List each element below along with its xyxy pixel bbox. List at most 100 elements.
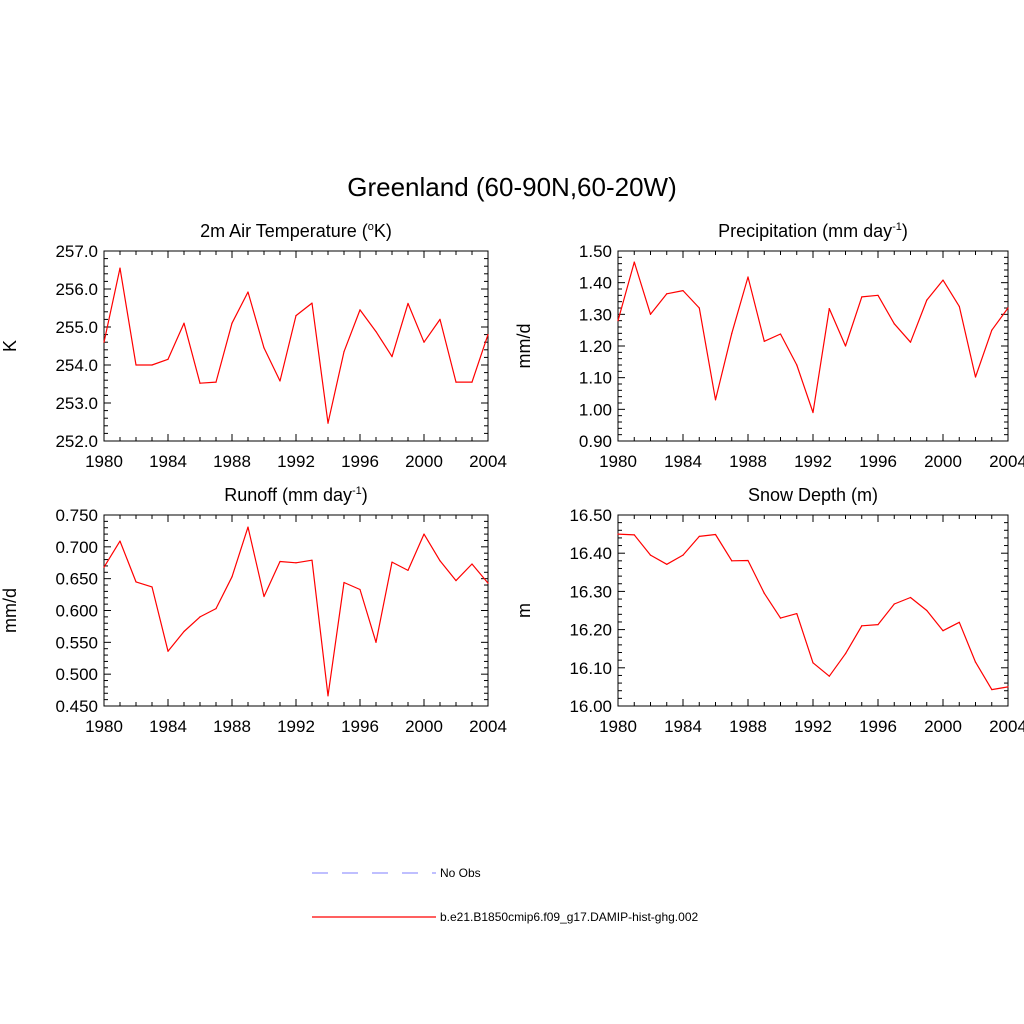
data-point <box>666 293 668 295</box>
data-point <box>893 323 895 325</box>
data-point <box>909 341 912 343</box>
data-point <box>991 329 993 331</box>
data-point <box>1007 307 1009 309</box>
data-point <box>487 334 489 336</box>
data-point <box>295 562 297 564</box>
data-point <box>391 561 393 563</box>
data-point <box>167 650 169 652</box>
y-tick-label: 16.50 <box>569 506 612 525</box>
y-tick-label: 255.0 <box>55 318 98 337</box>
legend: No Obs b.e21.B1850cmip6.f09_g17.DAMIP-his… <box>312 866 698 924</box>
x-tick-label: 1988 <box>729 717 767 736</box>
data-point <box>747 276 749 278</box>
data-point <box>263 595 265 598</box>
x-tick-label: 1996 <box>341 452 379 471</box>
panel-runoff: 1980 1984 1988 1992 1996 2000 2004 0.450 0.500 0.… <box>0 485 507 736</box>
y-tick-label: 0.750 <box>55 506 98 525</box>
data-point <box>958 621 960 623</box>
panel-title: Runoff (mm day-1) <box>224 485 368 505</box>
data-point <box>375 330 377 333</box>
y-axis-label: mm/d <box>514 324 534 369</box>
y-tick-label: 0.500 <box>55 665 98 684</box>
y-axis-label: K <box>0 340 20 352</box>
x-tick-label: 1988 <box>213 452 251 471</box>
y-tick-label: 0.90 <box>579 432 612 451</box>
data-point <box>926 299 928 301</box>
data-point <box>877 624 879 626</box>
y-tick-label: 0.650 <box>55 570 98 589</box>
x-tick-label: 1996 <box>859 717 897 736</box>
series-line <box>617 533 1009 691</box>
data-point <box>731 332 733 334</box>
data-point <box>135 581 137 583</box>
y-tick-label: 0.700 <box>55 538 98 557</box>
data-point <box>439 560 441 562</box>
figure-title: Greenland (60-90N,60-20W) <box>347 172 677 202</box>
x-tick-label: 2004 <box>469 452 507 471</box>
x-tick-label: 2000 <box>924 452 962 471</box>
y-tick-label: 16.10 <box>569 659 612 678</box>
y-tick-label: 1.20 <box>579 337 612 356</box>
panel-title: Precipitation (mm day-1) <box>718 221 908 241</box>
y-tick-label: 254.0 <box>55 356 98 375</box>
data-point <box>231 322 233 324</box>
data-point <box>666 563 668 565</box>
series-line <box>617 261 1009 414</box>
data-point <box>359 309 361 311</box>
data-point <box>796 612 798 615</box>
x-tick-label: 1984 <box>664 452 702 471</box>
x-tick-label: 1996 <box>859 452 897 471</box>
y-tick-label: 253.0 <box>55 394 98 413</box>
y-tick-label: 16.30 <box>569 582 612 601</box>
data-point <box>151 364 153 366</box>
data-point <box>135 364 137 366</box>
x-tick-label: 1980 <box>599 717 637 736</box>
series-line <box>103 526 489 697</box>
data-point <box>167 358 169 360</box>
x-tick-label: 1988 <box>729 452 767 471</box>
data-point <box>861 296 863 298</box>
data-point <box>958 305 960 308</box>
x-tick-label: 1984 <box>664 717 702 736</box>
data-point <box>877 294 879 296</box>
data-point <box>407 569 409 571</box>
y-tick-label: 1.50 <box>579 242 612 261</box>
data-point <box>1007 686 1009 688</box>
x-tick-label: 2004 <box>989 452 1024 471</box>
x-tick-label: 2000 <box>405 452 443 471</box>
data-point <box>343 581 345 584</box>
plot-frame <box>103 250 489 442</box>
x-tick-label: 1984 <box>149 717 187 736</box>
panel-air-temperature: 1980 1984 1988 1992 1996 2000 2004 252.0 253.0 25… <box>0 221 507 471</box>
data-point <box>327 422 329 424</box>
data-point <box>682 289 684 292</box>
data-point <box>215 607 217 610</box>
x-tick-label: 1980 <box>85 717 123 736</box>
data-point <box>439 318 441 320</box>
data-point <box>263 347 265 349</box>
x-tick-label: 2000 <box>924 717 962 736</box>
y-tick-label: 1.30 <box>579 305 612 324</box>
x-tick-label: 1996 <box>341 717 379 736</box>
y-tick-label: 1.10 <box>579 369 612 388</box>
data-point <box>407 302 409 305</box>
data-point <box>423 533 425 535</box>
data-point <box>215 381 217 383</box>
panels-group: 1980 1984 1988 1992 1996 2000 2004 252.0 253.0 25… <box>0 221 1024 736</box>
y-tick-label: 16.40 <box>569 544 612 563</box>
data-point <box>311 302 313 304</box>
data-point <box>844 653 847 655</box>
data-point <box>343 351 345 353</box>
data-point <box>698 535 700 537</box>
y-tick-label: 0.600 <box>55 602 98 621</box>
legend-label: No Obs <box>440 866 481 880</box>
data-point <box>942 630 944 632</box>
data-point <box>183 322 185 324</box>
x-tick-label: 2004 <box>989 717 1024 736</box>
data-point <box>471 563 473 565</box>
legend-label: b.e21.B1850cmip6.f09_g17.DAMIP-hist-ghg.… <box>440 910 698 924</box>
data-point <box>633 534 635 536</box>
panel-snow-depth: 1980 1984 1988 1992 1996 2000 2004 16.00 16.10 16… <box>514 485 1024 736</box>
data-point <box>359 588 361 591</box>
data-point <box>649 554 652 556</box>
